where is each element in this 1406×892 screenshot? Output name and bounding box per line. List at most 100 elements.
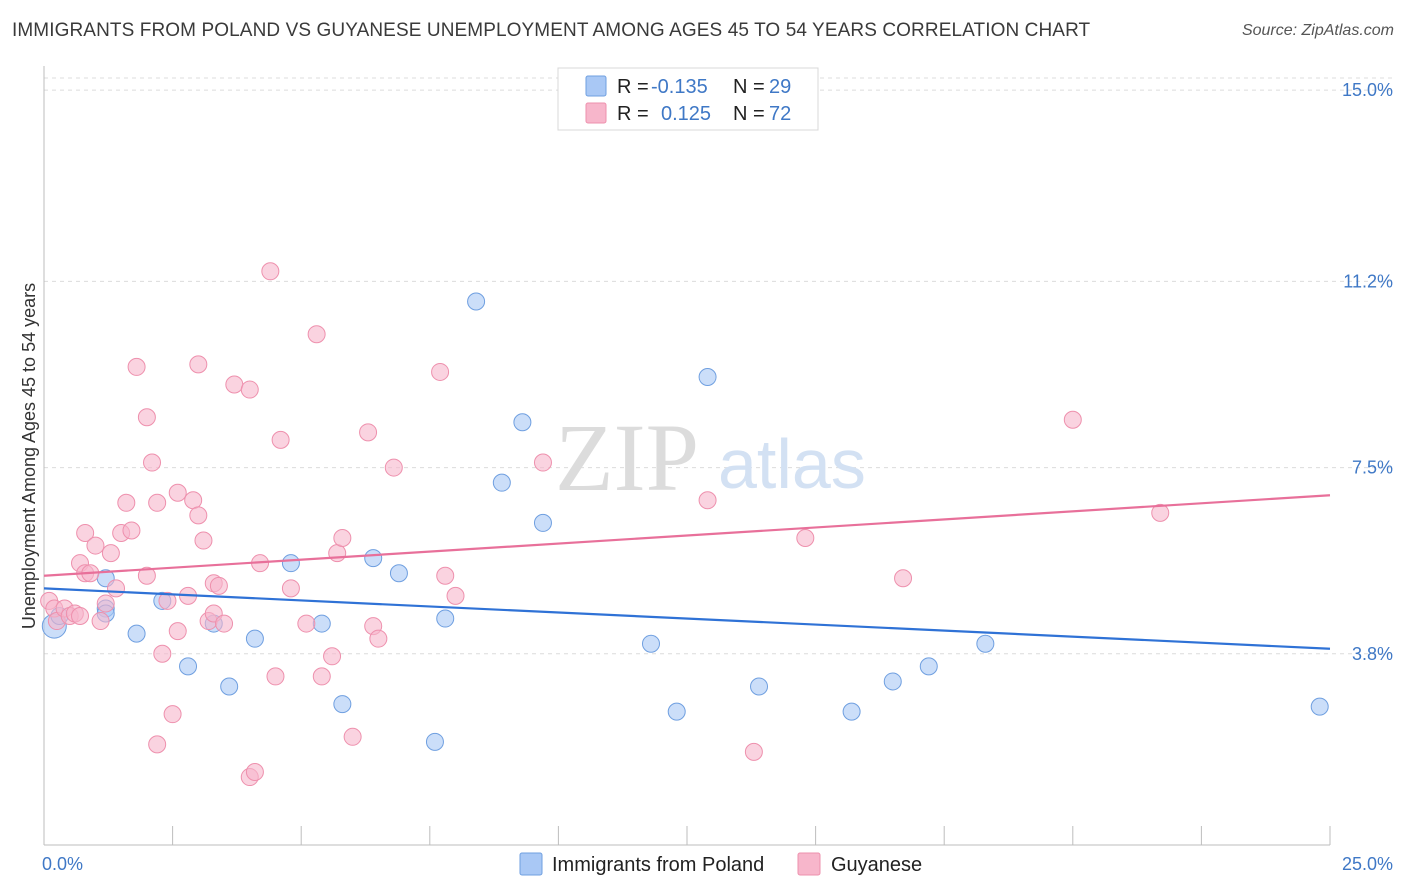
series-legend-label-poland: Immigrants from Poland [552,854,764,876]
point-guyanese [168,622,187,641]
series-legend: Immigrants from Poland Guyanese [519,852,922,876]
point-guyanese [266,667,285,686]
point-poland [492,473,511,492]
point-poland [333,695,352,714]
point-poland [842,702,861,721]
point-guyanese [436,566,455,585]
point-guyanese [698,491,717,510]
gridlines [44,77,1392,655]
y-tick-label: 3.8% [1352,644,1393,664]
point-guyanese [189,355,208,374]
point-poland [389,564,408,583]
point-poland [750,677,769,696]
point-poland [1310,697,1329,716]
legend-n-label-guyanese: N = [733,103,765,125]
point-poland [533,513,552,532]
watermark-zip: ZIP [555,404,699,511]
point-guyanese [796,529,815,548]
series-legend-swatch-guyanese [797,852,821,876]
point-guyanese [163,705,182,724]
correlation-legend: R = -0.135 N = 29 R = 0.125 N = 72 [557,67,819,131]
axes [43,66,1331,846]
source-label: Source: ZipAtlas.com [1241,22,1394,39]
legend-n-value-guyanese: 72 [769,103,791,125]
watermark: ZIP atlas [555,404,866,511]
point-poland [220,677,239,696]
x-tick-label: 25.0% [1342,854,1393,874]
point-guyanese [117,493,136,512]
point-poland [127,624,146,643]
point-guyanese [333,529,352,548]
trend-lines [43,494,1331,650]
point-guyanese [297,614,316,633]
point-guyanese [261,262,280,281]
point-guyanese [328,544,347,563]
watermark-atlas: atlas [718,425,866,503]
point-guyanese [225,375,244,394]
trend-line-poland [43,587,1331,650]
point-poland [976,634,995,653]
point-poland [425,732,444,751]
point-guyanese [96,594,115,613]
chart-title: IMMIGRANTS FROM POLAND VS GUYANESE UNEMP… [12,20,1091,41]
series-legend-label-guyanese: Guyanese [831,854,922,876]
point-guyanese [1151,503,1170,522]
point-guyanese [359,423,378,442]
series-legend-swatch-poland [519,852,543,876]
point-guyanese [369,629,388,648]
point-poland [245,629,264,648]
point-guyanese [431,362,450,381]
point-guyanese [143,453,162,472]
point-guyanese [533,453,552,472]
point-guyanese [245,763,264,782]
point-poland [281,554,300,573]
point-guyanese [194,531,213,550]
point-guyanese [127,357,146,376]
point-poland [312,614,331,633]
legend-r-label-poland: R = [617,76,649,98]
tick-labels: 3.8% 7.5% 11.2% 15.0% 0.0% 25.0% [42,80,1393,874]
point-guyanese [158,591,177,610]
point-guyanese [281,579,300,598]
point-poland [364,549,383,568]
point-guyanese [137,408,156,427]
point-poland [919,657,938,676]
point-guyanese [323,647,342,666]
point-guyanese [894,569,913,588]
point-guyanese [137,566,156,585]
point-guyanese [148,735,167,754]
point-guyanese [101,544,120,563]
point-guyanese [168,483,187,502]
point-guyanese [189,506,208,525]
legend-n-label-poland: N = [733,76,765,98]
point-guyanese [744,742,763,761]
point-guyanese [122,521,141,540]
point-guyanese [148,493,167,512]
point-guyanese [271,430,290,449]
point-guyanese [184,491,203,510]
point-guyanese [71,607,90,626]
point-guyanese [446,586,465,605]
point-poland [436,609,455,628]
point-poland [641,634,660,653]
point-poland [467,292,486,311]
point-guyanese [215,614,234,633]
legend-swatch-poland [585,75,607,97]
y-tick-label: 15.0% [1342,80,1393,100]
point-guyanese [312,667,331,686]
x-tick-label: 0.0% [42,854,83,874]
legend-r-value-guyanese: 0.125 [661,103,711,125]
point-guyanese [86,536,105,555]
point-guyanese [240,380,259,399]
point-poland [883,672,902,691]
point-guyanese [384,458,403,477]
trend-line-guyanese [43,494,1331,577]
point-guyanese [209,576,228,595]
legend-n-value-poland: 29 [769,76,791,98]
legend-r-label-guyanese: R = [617,103,649,125]
point-poland [179,657,198,676]
y-tick-label: 7.5% [1352,458,1393,478]
data-points [40,262,1329,787]
point-guyanese [153,644,172,663]
